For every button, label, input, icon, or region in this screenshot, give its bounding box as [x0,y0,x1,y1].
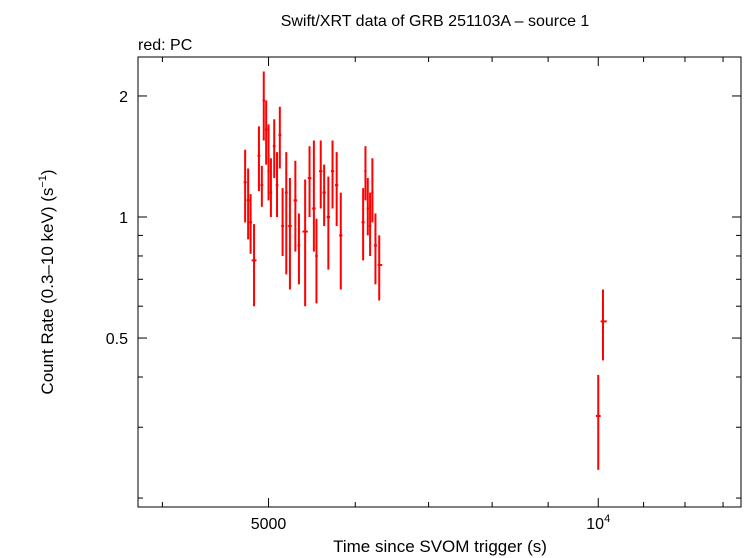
data-point [293,160,298,252]
data-point [368,192,372,256]
data-point [246,168,250,240]
y-tick-label: 1 [119,210,128,227]
data-point [251,224,257,307]
data-point [267,124,270,201]
data-point [315,218,318,304]
chart-subtitle: red: PC [138,37,192,54]
data-point [302,179,308,307]
data-point [312,140,316,252]
x-tick-label: 5000 [251,516,287,533]
data-point [260,165,264,207]
y-tick-label: 2 [119,89,128,106]
data-point [249,194,253,254]
data-point [297,213,301,285]
data-point [281,188,284,256]
data-point [275,152,279,218]
data-point [373,213,377,285]
y-axis-label-exponent: −1 [37,175,49,188]
y-axis-label: Count Rate (0.3–10 keV) (s−1) [37,169,57,394]
x-tick-label-base: 10 [586,516,604,533]
data-point [364,146,367,201]
data-point [371,158,374,223]
chart-title: Swift/XRT data of GRB 251103A – source 1 [281,13,590,30]
data-point [326,176,331,270]
plot-frame [137,56,742,508]
data-point [262,71,265,141]
y-tick-label: 0.5 [106,331,128,348]
data-point [339,192,343,290]
x-tick-label: 104 [586,513,610,533]
data-point [366,178,369,236]
data-point [278,106,282,169]
data-point [243,149,247,223]
data-point [595,374,601,470]
data-point [269,158,273,218]
y-axis-label-close: ) [38,169,57,175]
data-point [335,152,339,226]
data-point [319,140,323,209]
data-point [284,152,288,275]
axis-ticks [138,57,741,507]
data-point [361,188,365,261]
x-axis-label: Time since SVOM trigger (s) [333,537,547,556]
x-tick-label-exponent: 4 [604,513,610,525]
data-point [288,178,292,290]
x-tick-label-base: 5000 [251,516,287,533]
data-point [377,235,383,301]
data-point [322,164,326,226]
data-point [307,146,312,218]
data-point [600,289,607,361]
data-point [330,140,335,209]
data-point [272,119,276,179]
y-axis-label-main: Count Rate (0.3–10 keV) (s [38,188,57,395]
data-points [243,71,607,470]
data-point [264,100,268,165]
tick-labels: 5000 104 0.5 1 2 [106,89,610,533]
data-point [257,126,261,192]
